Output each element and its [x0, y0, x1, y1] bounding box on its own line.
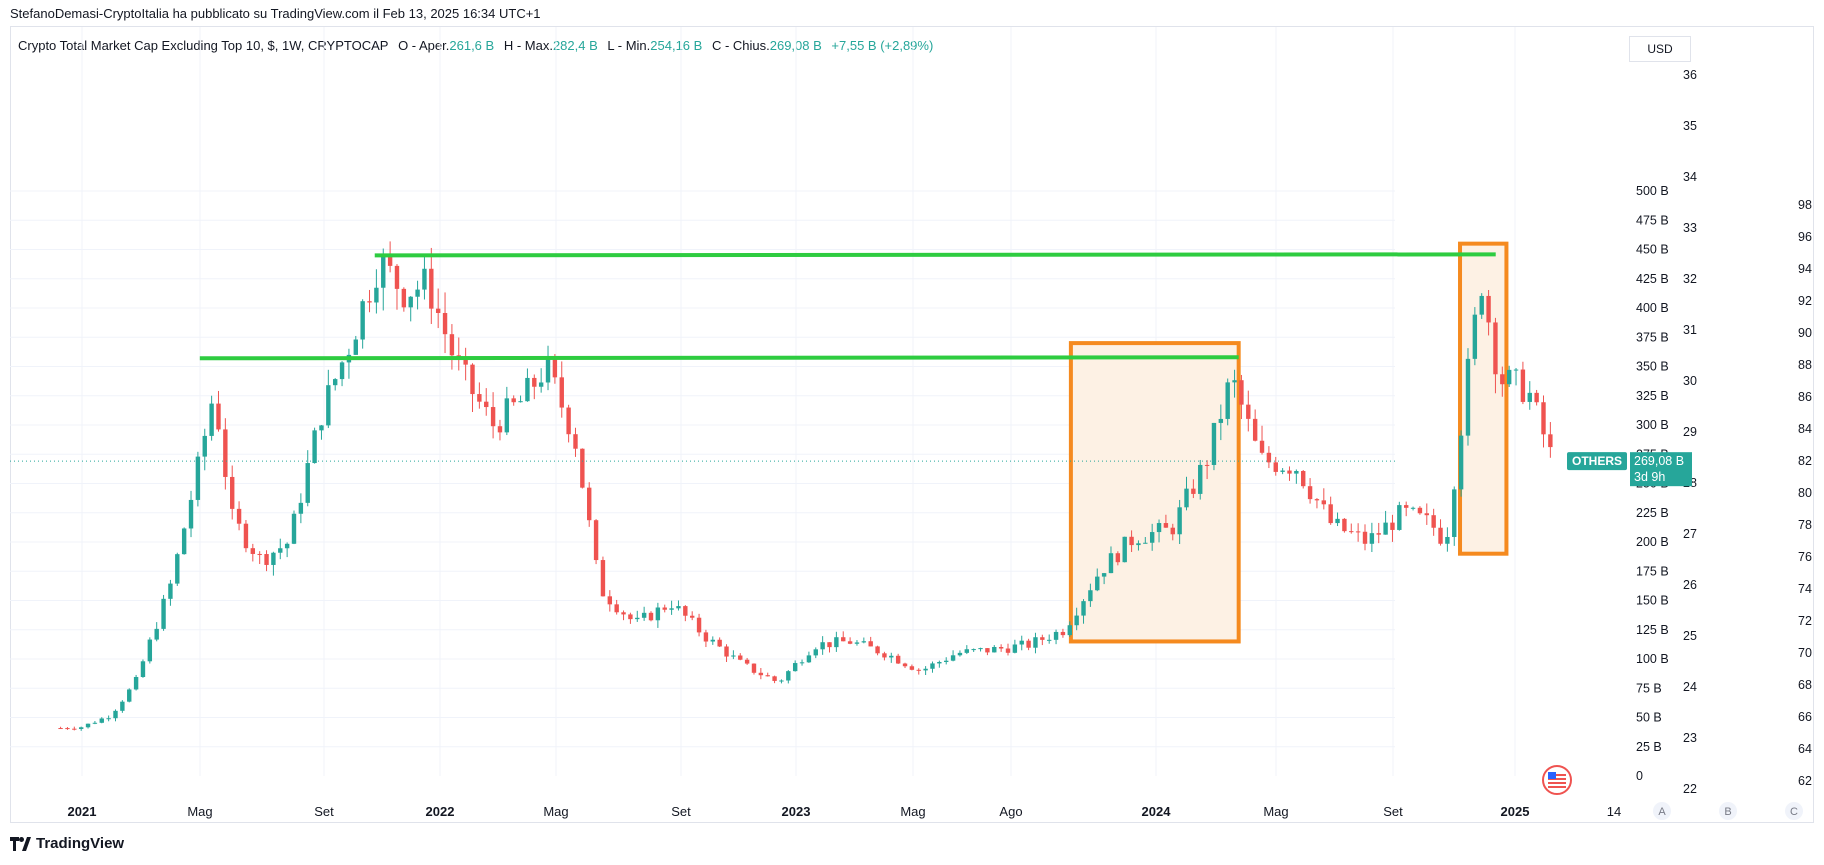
- legend-high-label: H - Max.: [503, 38, 553, 53]
- legend-open-label: O - Aper.: [398, 38, 450, 53]
- tradingview-logo-icon: [10, 837, 32, 855]
- legend-close-value: 269,08 B: [769, 38, 822, 53]
- legend-symbol[interactable]: Crypto Total Market Cap Excluding Top 10…: [18, 38, 389, 53]
- footer-brand: TradingView: [36, 835, 125, 852]
- chart-frame: [10, 26, 1814, 823]
- legend-open-value: 261,6 B: [449, 38, 495, 53]
- footer: TradingView: [10, 835, 124, 855]
- publisher-line: StefanoDemasi-CryptoItalia ha pubblicato…: [10, 6, 541, 21]
- legend-low-value: 254,16 B: [650, 38, 703, 53]
- legend-close-label: C - Chius.: [711, 38, 770, 53]
- legend-low-label: L - Min.: [607, 38, 651, 53]
- legend-high-value: 282,4 B: [552, 38, 598, 53]
- currency-button[interactable]: USD: [1629, 36, 1691, 62]
- legend-change-value: +7,55 B (+2,89%): [831, 38, 934, 53]
- symbol-legend: Crypto Total Market Cap Excluding Top 10…: [18, 38, 933, 53]
